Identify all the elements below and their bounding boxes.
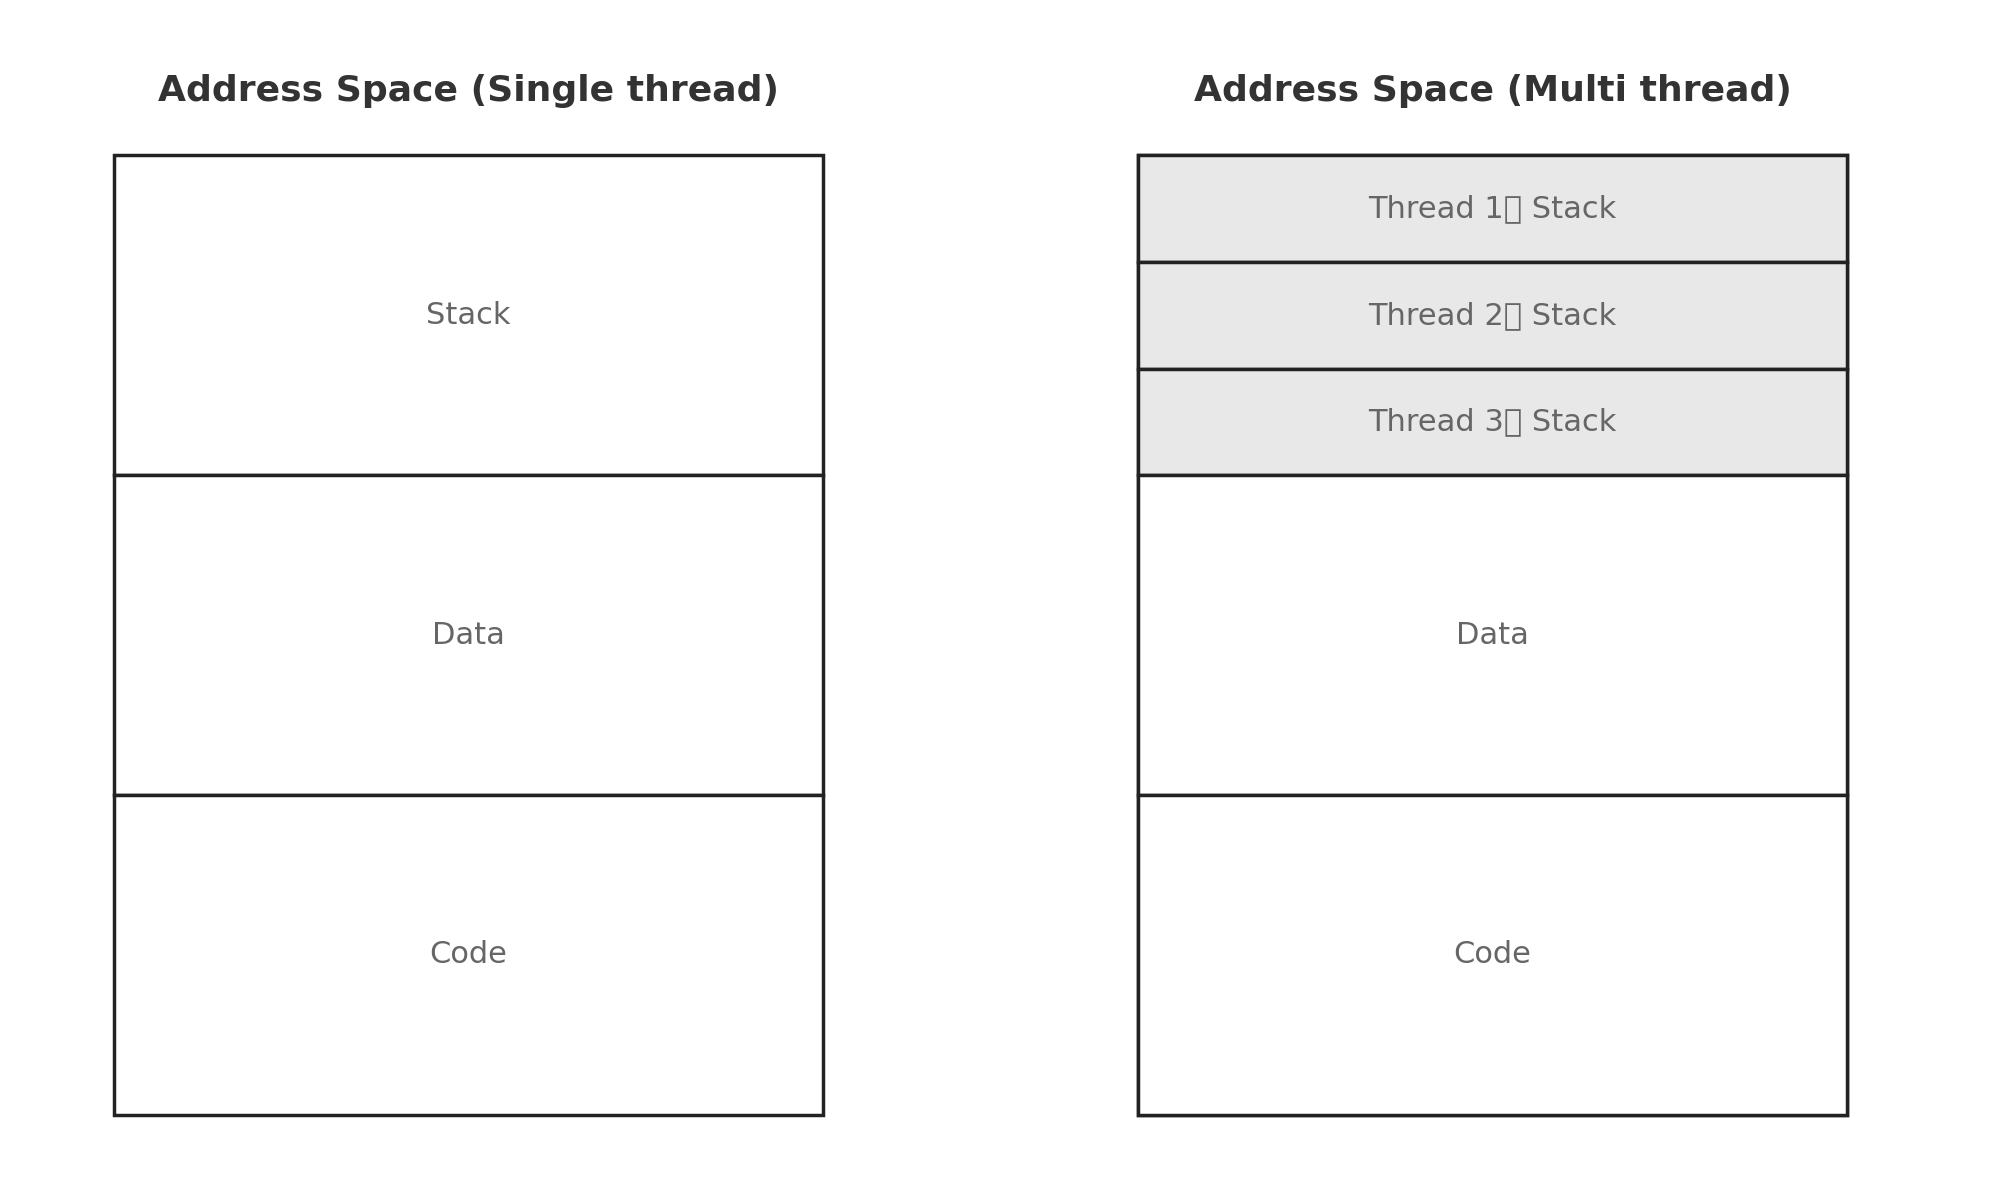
Text: Address Space (Single thread): Address Space (Single thread) xyxy=(158,74,778,108)
FancyBboxPatch shape xyxy=(1138,368,1848,475)
FancyBboxPatch shape xyxy=(114,475,822,796)
Text: Code: Code xyxy=(430,941,508,970)
Text: Stack: Stack xyxy=(426,301,510,330)
FancyBboxPatch shape xyxy=(1138,156,1848,262)
FancyBboxPatch shape xyxy=(114,156,822,475)
Text: Thread 3의 Stack: Thread 3의 Stack xyxy=(1368,408,1616,437)
Text: Thread 1의 Stack: Thread 1의 Stack xyxy=(1368,194,1616,223)
Text: Data: Data xyxy=(1456,620,1528,649)
FancyBboxPatch shape xyxy=(1138,796,1848,1115)
FancyBboxPatch shape xyxy=(1138,475,1848,796)
FancyBboxPatch shape xyxy=(1138,156,1848,1115)
Text: Address Space (Multi thread): Address Space (Multi thread) xyxy=(1194,74,1792,108)
Text: Code: Code xyxy=(1454,941,1532,970)
Text: Data: Data xyxy=(432,620,504,649)
FancyBboxPatch shape xyxy=(1138,262,1848,368)
FancyBboxPatch shape xyxy=(114,796,822,1115)
Text: Thread 2의 Stack: Thread 2의 Stack xyxy=(1368,301,1616,330)
